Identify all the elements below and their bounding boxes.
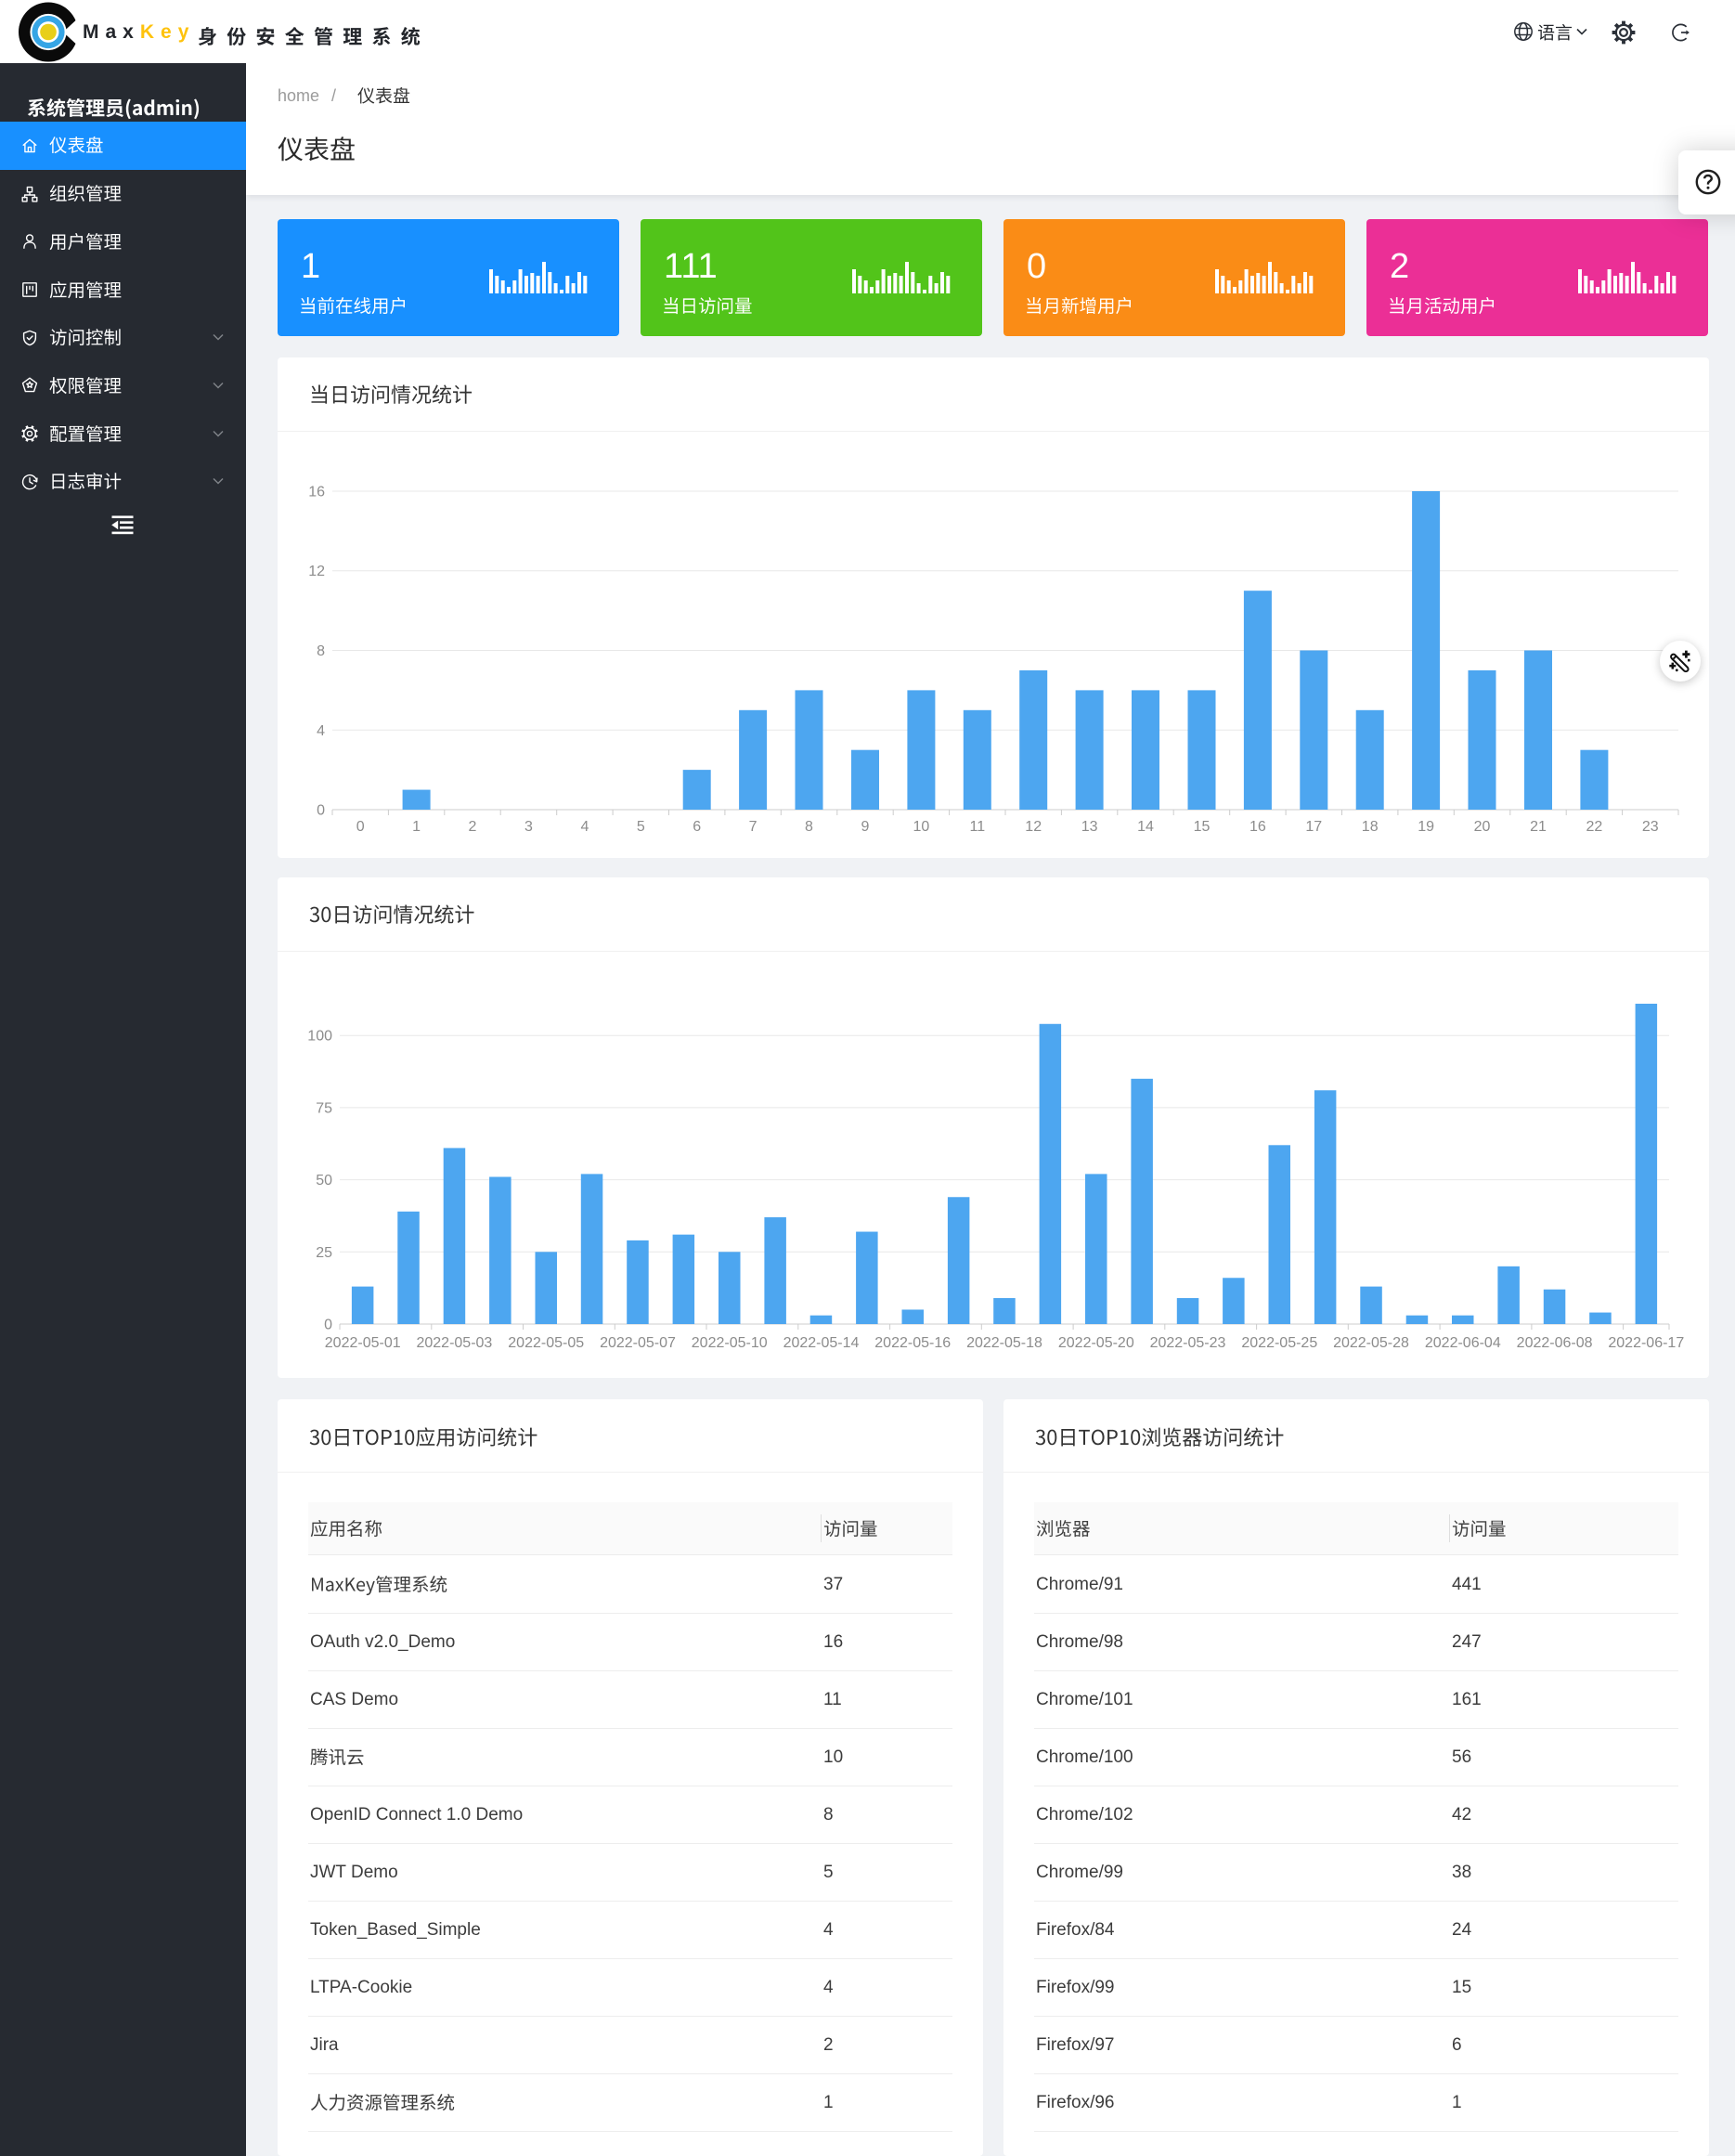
svg-text:4: 4 — [580, 819, 589, 835]
svg-text:2022-05-25: 2022-05-25 — [1241, 1335, 1317, 1351]
svg-text:14: 14 — [1137, 819, 1154, 835]
svg-text:8: 8 — [317, 643, 325, 659]
svg-text:2022-06-08: 2022-06-08 — [1517, 1335, 1593, 1351]
svg-text:2022-05-03: 2022-05-03 — [416, 1335, 492, 1351]
svg-text:50: 50 — [316, 1173, 332, 1188]
svg-text:1: 1 — [412, 819, 421, 835]
svg-text:2022-05-28: 2022-05-28 — [1333, 1335, 1409, 1351]
svg-text:20: 20 — [1474, 819, 1491, 835]
svg-text:2022-05-10: 2022-05-10 — [692, 1335, 768, 1351]
svg-text:2022-05-05: 2022-05-05 — [508, 1335, 584, 1351]
svg-text:21: 21 — [1530, 819, 1547, 835]
svg-text:5: 5 — [637, 819, 645, 835]
svg-text:2022-05-20: 2022-05-20 — [1058, 1335, 1134, 1351]
svg-text:2022-05-14: 2022-05-14 — [783, 1335, 860, 1351]
svg-text:0: 0 — [317, 803, 325, 819]
svg-text:17: 17 — [1305, 819, 1322, 835]
svg-text:10: 10 — [913, 819, 930, 835]
svg-text:2022-06-17: 2022-06-17 — [1608, 1335, 1684, 1351]
svg-text:3: 3 — [524, 819, 533, 835]
svg-text:100: 100 — [307, 1029, 332, 1045]
svg-text:12: 12 — [1025, 819, 1042, 835]
svg-text:9: 9 — [861, 819, 870, 835]
svg-text:11: 11 — [969, 819, 985, 835]
svg-text:0: 0 — [324, 1318, 332, 1333]
svg-text:23: 23 — [1642, 819, 1659, 835]
svg-text:2022-05-18: 2022-05-18 — [966, 1335, 1042, 1351]
svg-text:2022-05-16: 2022-05-16 — [874, 1335, 951, 1351]
svg-text:75: 75 — [316, 1100, 332, 1116]
svg-text:16: 16 — [308, 485, 325, 500]
svg-text:2: 2 — [469, 819, 477, 835]
svg-text:13: 13 — [1081, 819, 1098, 835]
svg-text:8: 8 — [805, 819, 813, 835]
svg-text:4: 4 — [317, 723, 325, 739]
svg-text:0: 0 — [356, 819, 365, 835]
svg-text:18: 18 — [1362, 819, 1379, 835]
svg-text:16: 16 — [1249, 819, 1266, 835]
svg-text:19: 19 — [1418, 819, 1434, 835]
svg-text:2022-05-23: 2022-05-23 — [1150, 1335, 1226, 1351]
svg-text:2022-05-07: 2022-05-07 — [600, 1335, 676, 1351]
svg-text:12: 12 — [308, 564, 325, 579]
svg-text:25: 25 — [316, 1245, 332, 1261]
svg-text:6: 6 — [693, 819, 701, 835]
svg-text:2022-05-01: 2022-05-01 — [325, 1335, 401, 1351]
svg-text:15: 15 — [1194, 819, 1211, 835]
svg-text:7: 7 — [749, 819, 757, 835]
svg-text:22: 22 — [1586, 819, 1603, 835]
svg-text:2022-06-04: 2022-06-04 — [1425, 1335, 1501, 1351]
